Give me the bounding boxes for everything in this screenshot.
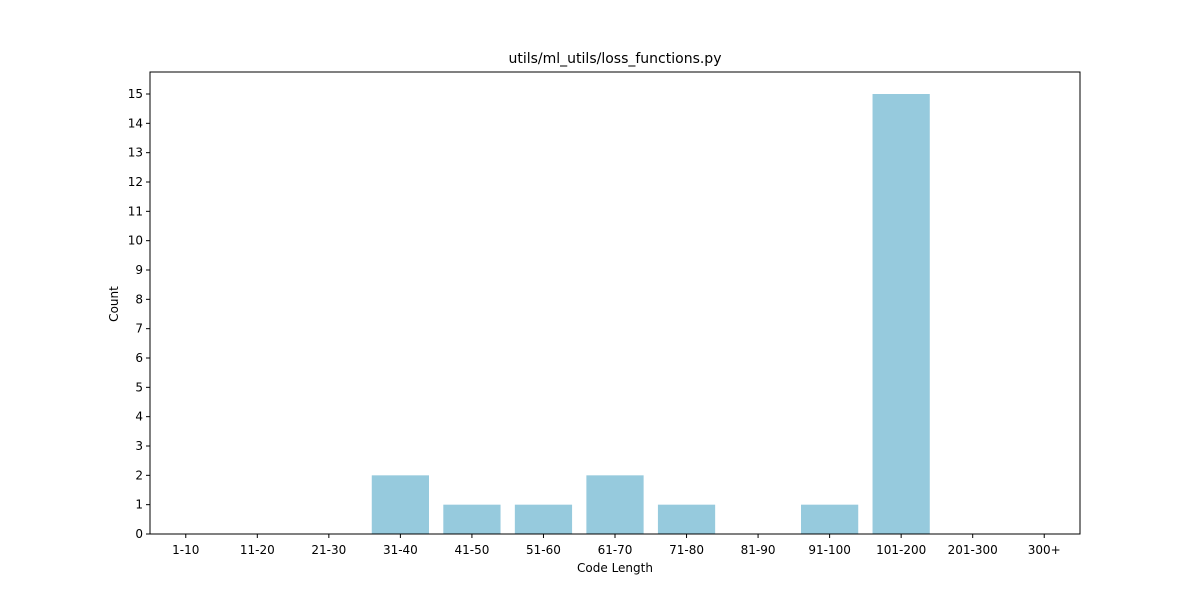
- y-tick-label: 8: [135, 292, 143, 306]
- x-tick-label: 31-40: [383, 543, 418, 557]
- y-tick-label: 3: [135, 439, 143, 453]
- chart-title: utils/ml_utils/loss_functions.py: [509, 51, 722, 67]
- y-tick-label: 5: [135, 380, 143, 394]
- y-tick-label: 2: [135, 468, 143, 482]
- y-tick-label: 13: [128, 146, 143, 160]
- x-tick-label: 41-50: [454, 543, 489, 557]
- bar-91-100: [801, 504, 859, 534]
- x-tick-label: 51-60: [526, 543, 561, 557]
- y-tick-label: 14: [128, 116, 143, 130]
- bar-61-70: [586, 475, 644, 534]
- y-axis-title: Count: [107, 286, 121, 322]
- y-tick-label: 1: [135, 498, 143, 512]
- bar-51-60: [514, 504, 573, 534]
- x-tick-label: 91-100: [808, 543, 851, 557]
- x-tick-label: 101-200: [876, 543, 926, 557]
- x-tick-label: 21-30: [311, 543, 346, 557]
- x-tick-label: 61-70: [598, 543, 633, 557]
- x-tick-label: 1-10: [172, 543, 199, 557]
- x-tick-label: 300+: [1028, 543, 1061, 557]
- y-tick-label: 12: [128, 175, 143, 189]
- bars-group: [371, 94, 930, 534]
- y-tick-label: 11: [128, 204, 143, 218]
- x-tick-label: 81-90: [741, 543, 776, 557]
- y-tick-label: 0: [135, 527, 143, 541]
- y-tick-label: 9: [135, 263, 143, 277]
- x-tick-label: 11-20: [240, 543, 275, 557]
- x-tick-label: 201-300: [948, 543, 998, 557]
- y-tick-label: 7: [135, 322, 143, 336]
- plot-frame: [149, 71, 1081, 535]
- y-tick-label: 6: [135, 351, 143, 365]
- x-tick-label: 71-80: [669, 543, 704, 557]
- bar-101-200: [872, 94, 930, 534]
- bar-41-50: [443, 504, 501, 534]
- x-axis-title: Code Length: [577, 561, 653, 575]
- bar-31-40: [371, 475, 429, 534]
- y-tick-label: 15: [128, 87, 143, 101]
- y-tick-label: 10: [128, 234, 143, 248]
- y-tick-label: 4: [135, 410, 143, 424]
- x-axis: 1-10 11-20 21-30 31-40 41-50 51-60 61-70 71-80 8…: [172, 534, 1061, 557]
- bar-71-80: [657, 504, 716, 534]
